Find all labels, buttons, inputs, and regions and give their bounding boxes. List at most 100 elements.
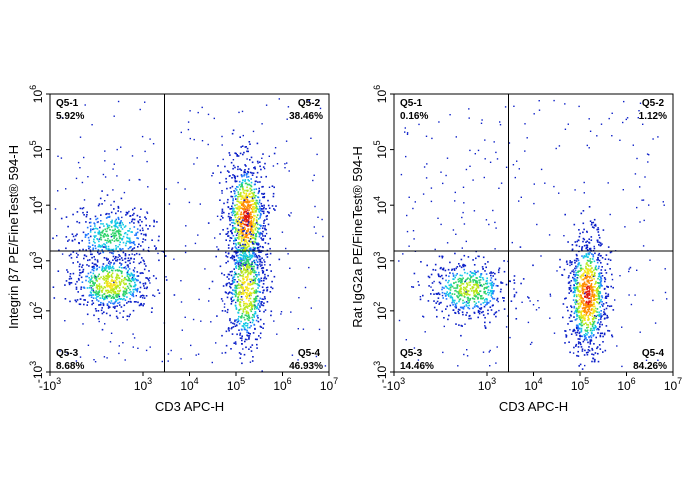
event-dot	[459, 284, 462, 287]
event-dot	[497, 300, 499, 303]
event-dot	[597, 352, 599, 355]
event-dot	[101, 249, 103, 251]
event-dot	[98, 273, 100, 276]
event-dot	[579, 284, 582, 287]
event-dot	[233, 256, 235, 259]
event-dot	[581, 301, 583, 303]
event-dot	[120, 257, 123, 259]
event-dot	[489, 365, 491, 367]
event-dot	[593, 302, 595, 304]
event-dot	[505, 326, 508, 328]
event-dot	[138, 253, 141, 256]
event-dot	[115, 310, 118, 312]
event-dot	[261, 227, 264, 229]
event-dot	[135, 289, 137, 291]
event-dot	[566, 263, 569, 265]
event-dot	[136, 271, 139, 273]
event-dot	[260, 267, 263, 270]
event-dot	[72, 262, 74, 264]
event-dot	[494, 248, 496, 250]
event-dot	[253, 195, 255, 197]
event-dot	[273, 275, 276, 278]
event-dot	[231, 231, 233, 234]
event-dot	[102, 173, 105, 176]
event-dot	[603, 277, 606, 279]
event-dot	[244, 261, 246, 263]
event-dot	[575, 334, 578, 336]
event-dot	[449, 287, 452, 289]
event-dot	[252, 236, 254, 239]
event-dot	[133, 274, 135, 276]
event-dot	[236, 207, 239, 210]
event-dot	[250, 235, 253, 237]
event-dot	[581, 289, 584, 291]
event-dot	[76, 256, 78, 258]
event-dot	[265, 287, 268, 289]
event-dot	[582, 275, 584, 277]
event-dot	[245, 224, 248, 226]
event-dot	[115, 230, 117, 233]
event-dot	[107, 273, 109, 275]
event-dot	[240, 320, 242, 323]
event-dot	[587, 252, 590, 255]
event-dot	[452, 272, 454, 275]
event-dot	[247, 258, 250, 261]
event-dot	[249, 217, 252, 219]
event-dot	[238, 259, 241, 262]
event-dot	[234, 222, 236, 225]
event-dot	[591, 270, 594, 273]
event-dot	[576, 331, 579, 334]
event-dot	[106, 270, 108, 273]
event-dot	[246, 315, 249, 318]
event-dot	[597, 287, 599, 289]
event-dot	[234, 238, 237, 241]
event-dot	[94, 258, 96, 261]
event-dot	[297, 328, 299, 330]
event-dot	[256, 338, 258, 341]
event-dot	[246, 234, 249, 236]
event-dot	[492, 297, 494, 300]
event-dot	[232, 322, 234, 325]
event-dot	[605, 325, 608, 327]
event-dot	[664, 268, 666, 270]
event-dot	[540, 255, 542, 257]
event-dot	[238, 352, 241, 354]
event-dot	[515, 291, 518, 294]
event-dot	[108, 306, 111, 308]
event-dot	[241, 271, 244, 273]
event-dot	[110, 274, 113, 276]
event-dot	[466, 282, 468, 284]
event-dot	[239, 264, 241, 266]
event-dot	[652, 138, 654, 140]
event-dot	[129, 274, 132, 277]
event-dot	[622, 189, 624, 191]
event-dot	[582, 210, 585, 212]
event-dot	[123, 295, 126, 297]
event-dot	[255, 296, 257, 298]
event-dot	[245, 302, 247, 305]
event-dot	[67, 225, 69, 228]
event-dot	[77, 161, 80, 164]
event-dot	[606, 286, 609, 288]
event-dot	[444, 295, 447, 297]
event-dot	[247, 204, 249, 206]
event-dot	[250, 307, 253, 309]
event-dot	[276, 333, 278, 335]
event-dot	[244, 289, 247, 291]
event-dot	[238, 261, 240, 264]
event-dot	[153, 295, 156, 297]
event-dot	[244, 340, 246, 343]
event-dot	[493, 297, 496, 300]
event-dot	[126, 275, 129, 277]
event-dot	[221, 212, 223, 214]
event-dot	[235, 189, 238, 191]
event-dot	[234, 204, 236, 207]
event-dot	[591, 349, 594, 351]
event-dot	[105, 235, 107, 237]
event-dot	[230, 161, 233, 164]
event-dot	[256, 264, 258, 266]
event-dot	[582, 303, 585, 305]
event-dot	[230, 303, 233, 305]
event-dot	[583, 238, 586, 241]
